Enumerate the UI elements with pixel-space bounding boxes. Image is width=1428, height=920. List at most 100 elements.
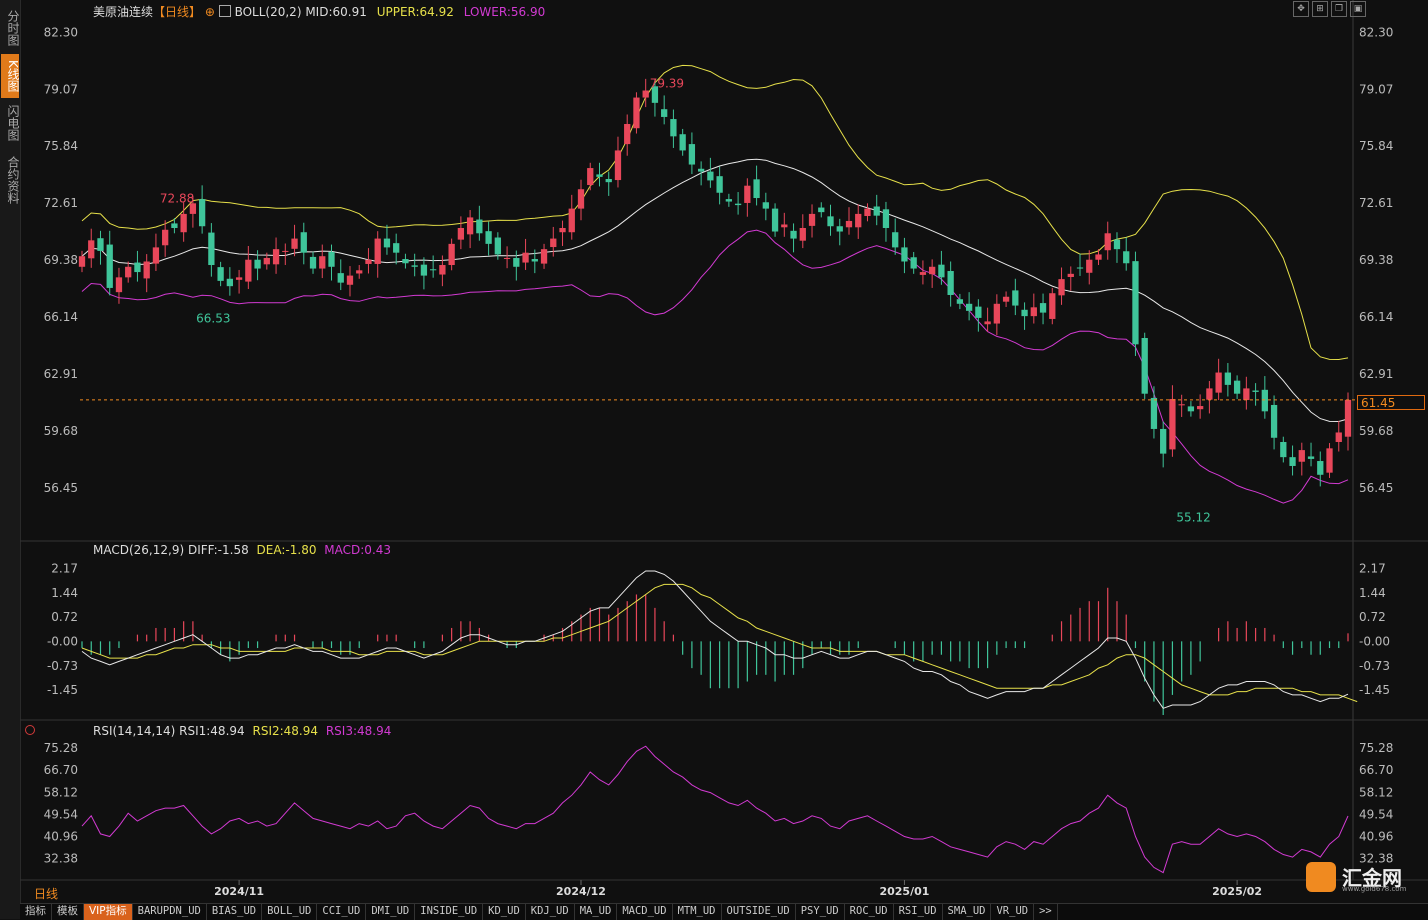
indicator-icon[interactable] [218,5,231,17]
settings-icon[interactable]: ⊕ [204,5,215,19]
candle-body-126 [1243,388,1250,401]
logo-icon [1306,862,1336,892]
annotation-high-1: 72.88 [160,191,194,205]
candle-body-56 [596,174,603,177]
candle-body-135 [1326,448,1333,473]
candle-body-114 [1132,261,1139,345]
candle-body-79 [808,213,816,226]
macd-tick-right-4: -0.73 [1359,659,1390,673]
sidebar-tab-2[interactable]: 闪电图 [6,105,20,141]
zoom-icon[interactable]: ⊞ [1312,1,1328,17]
candle-body-113 [1123,251,1130,264]
candle-body-41 [457,228,465,240]
restore-icon[interactable]: ❐ [1331,1,1347,17]
rsi1-value: RSI1:48.94 [179,724,245,738]
candle-body-64 [670,119,677,137]
candle-body-24 [300,232,307,253]
candle-body-0 [78,256,86,267]
boll-upper-line [81,64,1349,361]
indicator-tab-11[interactable]: MA_UD [575,904,618,920]
candle-body-44 [485,231,492,244]
candle-body-78 [799,228,806,241]
candle-body-120 [1187,406,1195,412]
candle-body-57 [605,178,612,183]
indicator-tab-6[interactable]: CCI_UD [317,904,367,920]
macd-tick-left-1: 1.44 [51,586,78,600]
candle-body-130 [1280,441,1287,458]
macd-diff: DIFF:-1.58 [187,543,249,557]
candle-body-132 [1298,450,1305,462]
indicator-tab-13[interactable]: MTM_UD [673,904,722,920]
candle-body-49 [531,259,538,262]
indicator-tab-4[interactable]: BIAS_UD [207,904,263,920]
price-tick-left-1: 79.07 [44,82,78,96]
indicator-tab-0[interactable]: 指标 [20,904,52,920]
candle-body-18 [245,259,252,282]
indicator-tab-8[interactable]: INSIDE_UD [415,904,484,920]
sidebar-tab-3[interactable]: 合约资料 [6,156,20,204]
candle-body-117 [1160,428,1167,454]
candle-body-13 [198,199,206,227]
indicator-tab-7[interactable]: DMI_UD [366,904,416,920]
macd-value: MACD:0.43 [324,543,392,557]
candle-body-110 [1095,254,1102,260]
indicator-tab-18[interactable]: SMA_UD [943,904,992,920]
candle-body-39 [439,265,446,275]
indicator-tab-12[interactable]: MACD_UD [617,904,673,920]
indicator-tab-15[interactable]: PSY_UD [796,904,845,920]
indicator-tab-1[interactable]: 模板 [52,904,84,920]
x-tick-label-3: 2025/02 [1212,885,1262,898]
candle-body-137 [1344,399,1352,437]
candle-body-62 [651,86,659,103]
candle-body-76 [781,224,788,228]
candle-body-99 [993,303,1000,324]
price-tick-right-4: 69.38 [1359,253,1393,267]
rsi-tick-left-4: 40.96 [44,830,78,844]
rsi-tick-right-2: 58.12 [1359,785,1393,799]
boll-header: 美原油连续【日线】 ⊕ BOLL(20,2) MID:60.91 UPPER:6… [93,3,545,20]
candle-body-9 [162,229,169,246]
rsi-tick-right-1: 66.70 [1359,763,1393,777]
candle-body-42 [466,217,474,235]
boll-upper: UPPER:64.92 [376,5,454,19]
macd-tick-left-0: 2.17 [51,562,78,576]
rsi-tick-left-0: 75.28 [44,741,78,755]
price-tick-left-2: 75.84 [44,139,78,153]
indicator-tab-10[interactable]: KDJ_UD [526,904,575,920]
indicator-tab-19[interactable]: VR_UD [991,904,1035,920]
bottom-period-label[interactable]: 日线 [34,887,59,901]
candle-body-128 [1261,389,1268,412]
candle-body-37 [420,264,428,276]
candle-body-89 [901,247,908,262]
price-tick-left-4: 69.38 [44,253,78,267]
macd-tick-left-4: -0.73 [47,659,78,673]
price-tick-right-6: 62.91 [1359,367,1393,381]
candle-body-82 [836,226,843,232]
maximize-icon[interactable]: ▣ [1350,1,1366,17]
sidebar-tab-0[interactable]: 分时图 [6,10,20,46]
candle-body-46 [503,257,511,259]
indicator-tab-20[interactable]: >> [1034,904,1058,920]
indicator-tab-9[interactable]: KD_UD [483,904,526,920]
indicator-tab-16[interactable]: ROC_UD [845,904,894,920]
price-tick-left-6: 62.91 [44,367,78,381]
indicator-tab-14[interactable]: OUTSIDE_UD [722,904,796,920]
indicator-tab-3[interactable]: BARUPDN_UD [133,904,207,920]
candle-body-77 [790,230,797,239]
rsi-panel-icon[interactable] [25,725,35,735]
indicator-tab-5[interactable]: BOLL_UD [262,904,318,920]
rsi-tick-right-4: 40.96 [1359,830,1393,844]
chart-canvas: 82.30 82.30 79.07 79.07 75.84 75.84 72.61 72.61… [20,0,1428,898]
candle-body-63 [661,109,668,117]
candle-body-116 [1150,397,1158,429]
candle-body-73 [753,179,760,199]
candle-body-88 [892,232,899,248]
candle-body-2 [97,238,104,251]
sidebar-tab-1[interactable]: K线图 [1,54,20,98]
candle-body-4 [115,277,123,293]
crosshair-icon[interactable]: ✥ [1293,1,1309,17]
candle-body-129 [1270,404,1278,438]
indicator-tab-17[interactable]: RSI_UD [894,904,943,920]
site-logo: 汇金网 www.gold678.com [1306,862,1418,894]
indicator-tab-2[interactable]: VIP指标 [84,904,133,920]
